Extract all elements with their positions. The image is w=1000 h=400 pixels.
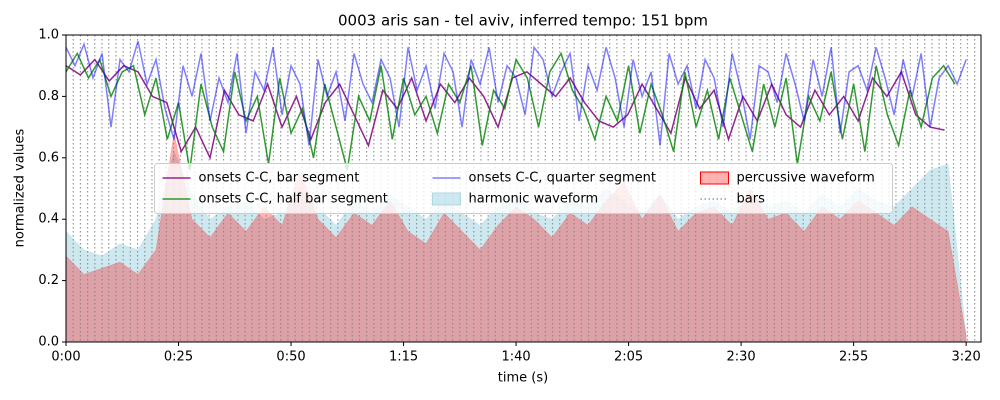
plot-frame: [65, 34, 982, 343]
y-tick-label: 0.4: [38, 212, 59, 227]
y-tick-label: 0.8: [38, 89, 59, 104]
x-tick-label: 0:00: [51, 350, 80, 365]
legend-label: bars: [737, 192, 766, 207]
x-tick-label: 2:55: [839, 350, 868, 365]
x-tick-label: 2:30: [727, 350, 756, 365]
y-tick-label: 1.0: [38, 28, 59, 43]
onset-line: [66, 40, 967, 146]
plot-area: [66, 35, 976, 342]
legend-label: percussive waveform: [737, 171, 875, 186]
x-tick-label: 0:25: [164, 350, 193, 365]
y-tick-label: 0.6: [38, 150, 59, 165]
legend-label: harmonic waveform: [469, 192, 599, 207]
legend-label: onsets C-C, half bar segment: [199, 192, 388, 207]
legend-swatch: [700, 171, 729, 185]
y-axis-label: normalized values: [13, 128, 28, 247]
x-tick-label: 2:05: [614, 350, 643, 365]
legend-label: onsets C-C, quarter segment: [469, 171, 656, 186]
onset-line: [66, 58, 945, 161]
legend-swatch: [432, 192, 461, 206]
x-tick-label: 3:20: [952, 350, 981, 365]
x-tick-label: 1:15: [389, 350, 418, 365]
x-axis-label: time (s): [498, 371, 548, 386]
y-tick-label: 0.2: [38, 273, 59, 288]
legend-box: [154, 163, 893, 214]
y-tick-label: 0.0: [38, 335, 59, 350]
legend-label: onsets C-C, bar segment: [199, 171, 360, 186]
x-tick-label: 0:50: [276, 350, 305, 365]
chart-title: 0003 aris san - tel aviv, inferred tempo…: [338, 12, 708, 30]
x-tick-label: 1:40: [501, 350, 530, 365]
